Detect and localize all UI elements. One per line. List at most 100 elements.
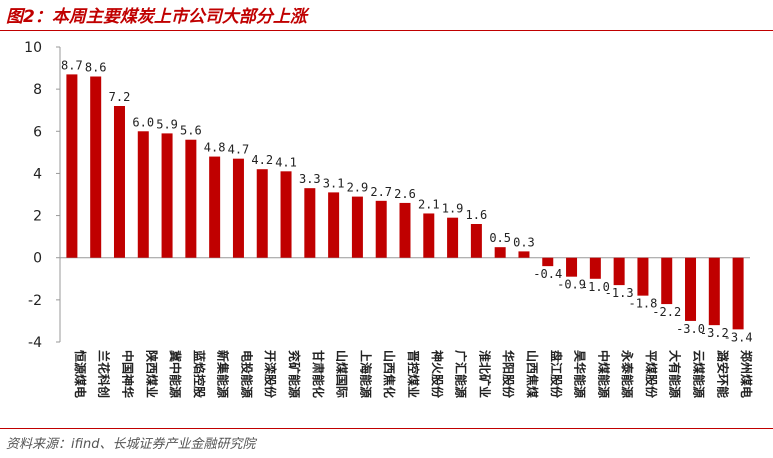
bar xyxy=(732,257,744,330)
bar xyxy=(589,257,601,279)
category-label: 神火股份 xyxy=(430,350,445,399)
category-label: 平煤股份 xyxy=(644,350,659,399)
bar xyxy=(66,74,78,258)
value-label: 2.7 xyxy=(370,185,392,199)
bar xyxy=(542,257,554,267)
category-label: 兖矿能源 xyxy=(287,350,302,398)
bar xyxy=(613,257,625,286)
category-label: 昊华能源 xyxy=(573,350,588,398)
category-label: 恒源煤电 xyxy=(73,350,88,398)
category-label: 上海能源 xyxy=(358,350,373,398)
value-label: -1.3 xyxy=(605,286,634,300)
source-note: 资料来源：ifind、长城证券产业金融研究院 xyxy=(6,437,256,452)
value-label: 7.2 xyxy=(109,90,131,104)
category-label: 华阳股份 xyxy=(501,350,516,399)
bar xyxy=(708,257,720,326)
y-tick-label: 2 xyxy=(33,209,42,225)
value-label: 5.9 xyxy=(156,117,178,131)
bar xyxy=(280,171,292,258)
value-label: 4.2 xyxy=(251,153,273,167)
value-label: -0.9 xyxy=(557,278,586,292)
value-label: 3.1 xyxy=(323,176,345,190)
value-label: 2.1 xyxy=(418,197,440,211)
category-label: 中煤能源 xyxy=(596,350,611,398)
category-label: 山煤国际 xyxy=(335,350,350,398)
bar xyxy=(232,158,244,258)
value-label: 4.7 xyxy=(228,143,250,157)
bar xyxy=(375,200,387,258)
category-label: 潞安环能 xyxy=(715,350,730,398)
value-label: 2.9 xyxy=(347,181,369,195)
value-label: 5.6 xyxy=(180,124,202,138)
category-label: 冀中能源 xyxy=(168,350,183,398)
category-label: 陕西煤业 xyxy=(144,350,159,398)
value-label: 6.0 xyxy=(132,115,154,129)
bar xyxy=(256,169,268,258)
title-divider xyxy=(0,30,773,31)
category-label: 盘江股份 xyxy=(549,350,564,399)
bar xyxy=(185,139,197,258)
y-tick-label: -2 xyxy=(28,293,42,309)
value-label: 1.9 xyxy=(442,202,464,216)
bar xyxy=(351,196,363,258)
bar xyxy=(423,213,435,258)
y-tick-label: -4 xyxy=(28,335,42,351)
value-label: 0.3 xyxy=(513,235,535,249)
bar xyxy=(328,192,340,258)
bar xyxy=(685,257,697,321)
value-label: -3.4 xyxy=(724,330,753,344)
value-label: 0.5 xyxy=(489,231,511,245)
bar-chart: -4 -2 0 2 4 6 8 10 8.7 恒源煤电 8.6 兰花科创 7.2 中国神华 6.0 陕西煤业 5… xyxy=(24,40,754,399)
value-label: 8.7 xyxy=(61,58,83,72)
category-label: 山西焦化 xyxy=(382,350,397,398)
value-label: 4.1 xyxy=(275,155,297,169)
category-label: 新集能源 xyxy=(216,350,231,398)
bar xyxy=(161,133,173,258)
category-label: 晋控煤业 xyxy=(406,350,421,398)
value-label: -0.4 xyxy=(533,267,562,281)
value-label: -1.0 xyxy=(581,280,610,294)
value-label: -3.0 xyxy=(676,322,705,336)
bar xyxy=(637,257,649,296)
value-label: -2.2 xyxy=(652,305,681,319)
category-label: 蓝焰控股 xyxy=(192,350,207,399)
bar xyxy=(304,188,316,258)
value-label: -3.2 xyxy=(700,326,729,340)
category-label: 永泰能源 xyxy=(620,349,635,398)
category-label: 开滦股份 xyxy=(263,350,278,399)
bar xyxy=(470,224,482,258)
category-label: 淮北矿业 xyxy=(477,350,492,398)
category-label: 兰花科创 xyxy=(97,350,112,398)
bar xyxy=(518,251,530,258)
bar xyxy=(90,76,102,258)
value-label: 3.3 xyxy=(299,172,321,186)
category-label: 广汇能源 xyxy=(454,350,469,398)
y-tick-label: 6 xyxy=(33,124,42,140)
category-label: 大有能源 xyxy=(668,350,683,398)
source-divider xyxy=(0,428,773,429)
y-tick-label: 0 xyxy=(33,251,42,267)
category-label: 郑州煤电 xyxy=(739,350,754,398)
category-label: 甘肃能化 xyxy=(311,350,326,398)
bar xyxy=(137,131,149,258)
value-label: 8.6 xyxy=(85,61,107,75)
chart-title: 图2：本周主要煤炭上市公司大部分上涨 xyxy=(6,7,307,27)
value-label: -1.8 xyxy=(628,297,657,311)
category-label: 山西焦煤 xyxy=(525,350,540,398)
value-label: 1.6 xyxy=(466,208,488,222)
bar xyxy=(494,247,506,258)
bar xyxy=(113,106,125,258)
value-label: 2.6 xyxy=(394,187,416,201)
y-tick-label: 8 xyxy=(33,82,42,98)
bar xyxy=(661,257,673,305)
bar xyxy=(399,202,411,258)
category-label: 电投能源 xyxy=(239,350,254,398)
bar xyxy=(566,257,578,277)
category-label: 中国神华 xyxy=(120,350,135,398)
y-tick-label: 10 xyxy=(24,40,42,56)
category-label: 云煤能源 xyxy=(692,350,707,398)
bar xyxy=(209,156,221,258)
y-tick-label: 4 xyxy=(33,166,42,182)
value-label: 4.8 xyxy=(204,141,226,155)
bar xyxy=(447,217,459,258)
